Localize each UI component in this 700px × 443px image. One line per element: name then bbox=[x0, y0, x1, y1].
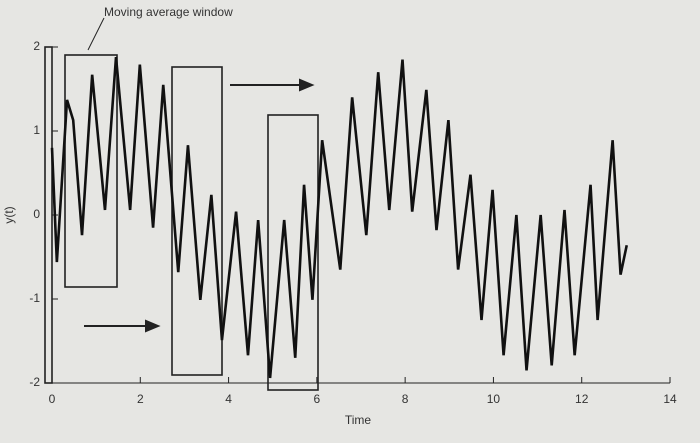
arrowhead bbox=[145, 319, 161, 333]
y-axis-label: y(t) bbox=[2, 206, 16, 223]
window-box bbox=[171, 66, 223, 376]
window-box bbox=[267, 114, 319, 391]
x-axis-label: Time bbox=[345, 413, 372, 427]
window-box bbox=[64, 54, 118, 288]
x-tick-label: 14 bbox=[663, 392, 677, 406]
y-tick-label: -2 bbox=[29, 375, 40, 389]
y-tick-label: 2 bbox=[33, 39, 40, 53]
annotation: Moving average window bbox=[104, 5, 233, 19]
arrows bbox=[84, 17, 315, 333]
window-boxes bbox=[44, 46, 319, 391]
x-tick-label: 6 bbox=[314, 392, 321, 406]
data-line bbox=[50, 56, 629, 379]
x-tick-label: 10 bbox=[487, 392, 501, 406]
y-tick-label: -1 bbox=[29, 291, 40, 305]
annotation-pointer bbox=[87, 17, 105, 51]
x-tick-label: 0 bbox=[49, 392, 56, 406]
y-tick-label: 0 bbox=[33, 207, 40, 221]
x-tick-label: 4 bbox=[225, 392, 232, 406]
arrowhead bbox=[299, 78, 315, 92]
x-tick-label: 8 bbox=[402, 392, 409, 406]
y-tick-label: 1 bbox=[33, 123, 40, 137]
x-tick-label: 2 bbox=[137, 392, 144, 406]
x-tick-label: 12 bbox=[575, 392, 589, 406]
